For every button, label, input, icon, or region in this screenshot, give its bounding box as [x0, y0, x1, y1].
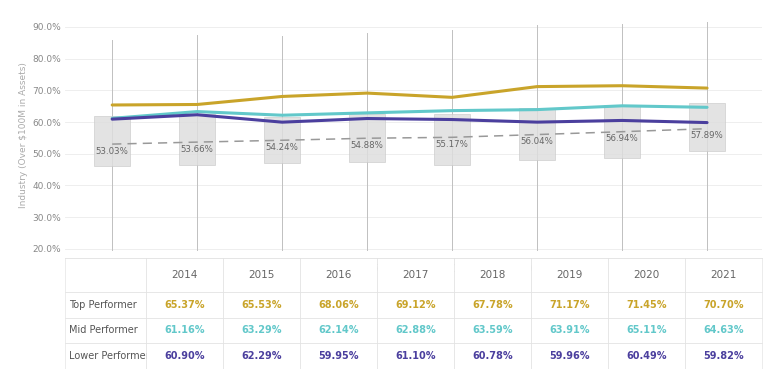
Text: 54.88%: 54.88%	[350, 141, 383, 150]
Text: 55.17%: 55.17%	[436, 140, 469, 149]
Text: 53.03%: 53.03%	[95, 146, 129, 156]
Bar	[604, 104, 640, 158]
Bar	[519, 108, 555, 160]
Text: 54.24%: 54.24%	[266, 143, 299, 152]
Text: 53.66%: 53.66%	[181, 145, 213, 154]
Text: 56.94%: 56.94%	[606, 134, 638, 143]
Y-axis label: Industry (Over $100M in Assets): Industry (Over $100M in Assets)	[19, 62, 28, 208]
Bar	[264, 117, 300, 163]
Bar	[179, 114, 215, 165]
Text: 57.89%: 57.89%	[691, 131, 724, 140]
Bar	[95, 115, 130, 166]
Bar	[350, 114, 385, 162]
Bar	[689, 103, 725, 151]
Text: 56.04%: 56.04%	[521, 137, 554, 146]
Bar	[434, 114, 470, 165]
